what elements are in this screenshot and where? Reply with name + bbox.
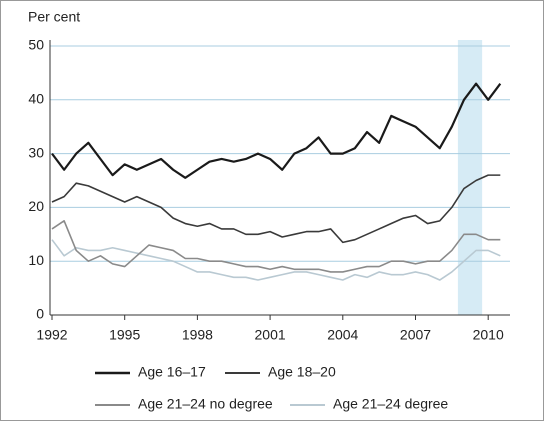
- y-tick-label: 20: [28, 198, 44, 214]
- series-line: [51, 82, 502, 179]
- x-tick-label: 1992: [36, 327, 67, 343]
- series-line: [51, 174, 501, 244]
- x-tick-label: 2010: [473, 327, 504, 343]
- legend-label: Age 21–24 no degree: [138, 396, 273, 412]
- series-line: [51, 220, 501, 273]
- shaded-period: [457, 40, 483, 315]
- legend-label: Age 18–20: [268, 364, 336, 380]
- y-tick-label: 0: [36, 306, 44, 322]
- x-tick-label: 2007: [400, 327, 431, 343]
- y-tick-label: 40: [28, 91, 44, 107]
- y-axis-label: Per cent: [28, 9, 80, 25]
- legend-label: Age 16–17: [138, 364, 206, 380]
- y-tick-label: 10: [28, 252, 44, 268]
- series-line: [51, 239, 501, 281]
- y-tick-label: 30: [28, 144, 44, 160]
- x-tick-label: 2001: [255, 327, 286, 343]
- x-tick-label: 1998: [182, 327, 213, 343]
- y-tick-label: 50: [28, 37, 44, 53]
- x-tick-label: 1995: [109, 327, 140, 343]
- x-tick-label: 2004: [327, 327, 358, 343]
- legend-label: Age 21–24 degree: [333, 396, 448, 412]
